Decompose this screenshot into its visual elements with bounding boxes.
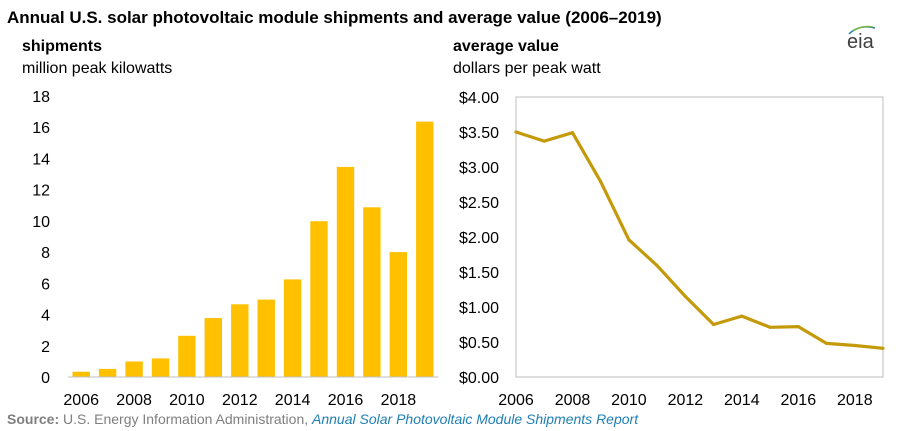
source-label: Source:: [7, 411, 60, 427]
bar-2018: [389, 252, 407, 377]
line-x-tick-label: 2014: [724, 392, 760, 409]
bar-2006: [72, 371, 90, 377]
bar-2009: [151, 358, 170, 377]
line-x-tick-label: 2010: [611, 392, 647, 409]
source-text: U.S. Energy Information Administration,: [59, 411, 313, 427]
bar-x-tick-label: 2012: [222, 392, 258, 409]
line-point-2008: [570, 131, 575, 135]
line-y-tick-label: $1.50: [459, 265, 499, 282]
bar-y-tick-label: 14: [32, 151, 50, 168]
line-y-tick-label: $3.50: [459, 125, 499, 142]
line-y-tick-label: $3.00: [459, 160, 499, 177]
bar-y-tick-label: 8: [41, 245, 50, 262]
line-y-tick-label: $1.00: [459, 300, 499, 317]
line-y-tick-label: $4.00: [459, 90, 499, 107]
bar-2019: [416, 121, 434, 377]
bar-x-tick-label: 2006: [63, 392, 99, 409]
line-point-2018: [853, 343, 857, 348]
line-point-2009: [599, 180, 603, 184]
bar-x-tick-label: 2008: [116, 392, 152, 409]
line-y-tick-label: $2.50: [459, 195, 499, 212]
line-point-2012: [683, 294, 688, 299]
line-point-2011: [655, 264, 659, 268]
bar-y-tick-label: 6: [41, 276, 50, 293]
bar-2015: [310, 221, 328, 377]
line-x-tick-label: 2016: [781, 392, 817, 409]
bar-2016: [336, 166, 355, 377]
bar-x-tick-label: 2014: [275, 392, 311, 409]
bar-y-tick-label: 18: [32, 89, 50, 106]
bar-2007: [98, 368, 117, 377]
line-point-2010: [627, 238, 631, 242]
line-x-tick-label: 2006: [498, 392, 534, 409]
line-y-tick-label: $2.00: [459, 230, 499, 247]
source-report-link[interactable]: Annual Solar Photovoltaic Module Shipmen…: [312, 411, 639, 427]
average-value-line-chart: $0.00 $0.50 $1.00 $1.50 $2.00 $2.50 $3.00 $3.50…: [459, 90, 885, 409]
line-y-tick-label: $0.50: [459, 335, 499, 352]
chart-title: Annual U.S. solar photovoltaic module sh…: [7, 8, 662, 27]
bar-y-tick-label: 4: [41, 308, 50, 325]
line-x-tick-label: 2018: [837, 392, 873, 409]
line-point-2019: [881, 346, 885, 350]
bar-2012: [231, 304, 249, 377]
logo-text: eia: [847, 31, 875, 53]
bar-2010: [178, 335, 196, 377]
line-point-2007: [542, 139, 546, 143]
bar-2014: [283, 279, 302, 377]
line-point-2017: [824, 341, 829, 345]
bar-y-tick-label: 0: [41, 370, 50, 387]
bar-2008: [125, 361, 143, 377]
logo-arc-green: [852, 25, 874, 32]
bar-x-tick-label: 2018: [381, 392, 417, 409]
bar-y-tick-label: 10: [32, 214, 50, 231]
line-point-2013: [712, 322, 716, 327]
left-panel-unit: million peak kilowatts: [22, 60, 173, 77]
bar-y-tick-label: 12: [32, 183, 50, 200]
right-panel-heading: average value: [453, 38, 559, 55]
average-value-line: [515, 130, 884, 350]
line-point-2006: [514, 130, 518, 134]
line-plot-frame: [515, 96, 884, 378]
bar-2013: [257, 299, 275, 377]
left-panel-heading: shipments: [22, 38, 103, 55]
bar-y-tick-label: 2: [41, 339, 50, 356]
bar-2011: [204, 318, 222, 377]
line-point-2014: [740, 314, 744, 318]
bar-x-tick-label: 2010: [169, 392, 205, 409]
line-x-tick-label: 2012: [668, 392, 704, 409]
bar-2017: [363, 207, 381, 377]
line-y-tick-label: $0.00: [459, 370, 499, 387]
line-point-2016: [796, 325, 800, 329]
bar-x-tick-label: 2016: [328, 392, 364, 409]
shipments-bar-chart: 0 2 4 6 8 10 12 14 16 18 2006 2008 2010 2012 2014 2016 2…: [32, 89, 438, 409]
line-x-tick-label: 2008: [555, 392, 591, 409]
source-note: Source: U.S. Energy Information Administ…: [7, 411, 638, 427]
eia-logo: eia: [847, 25, 876, 53]
bar-y-tick-label: 16: [32, 120, 50, 137]
line-point-2015: [768, 325, 772, 329]
right-panel-unit: dollars per peak watt: [453, 60, 601, 77]
